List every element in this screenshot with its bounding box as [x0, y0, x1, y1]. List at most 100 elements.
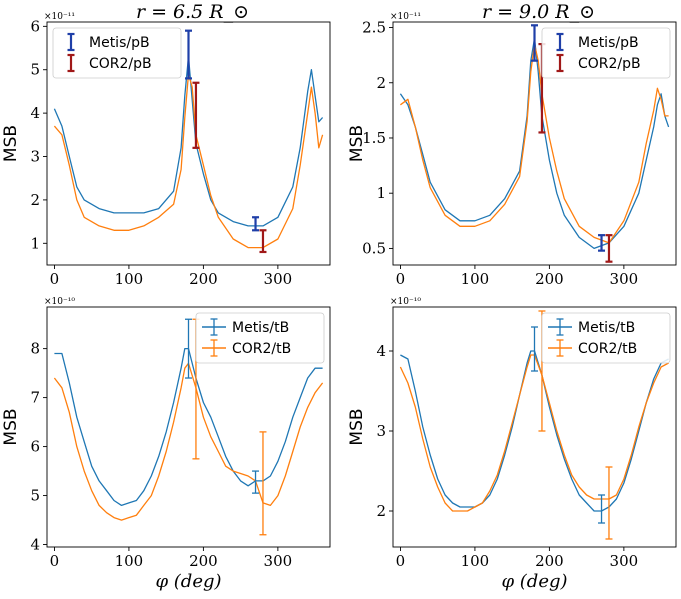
y-tick-label: 1 — [30, 234, 40, 252]
x-tick-label: 200 — [189, 270, 218, 288]
legend-swatch — [202, 318, 226, 336]
x-tick-label: 300 — [610, 270, 639, 288]
y-axis-label: MSB — [1, 125, 21, 162]
x-tick-label: 0 — [50, 270, 60, 288]
x-tick-label: 0 — [396, 552, 406, 570]
axes-frame — [46, 306, 331, 548]
y-tick-label: 7 — [30, 389, 40, 407]
y-tick-label: 3 — [30, 148, 40, 166]
legend-label: COR2/pB — [578, 56, 641, 72]
x-tick-label: 300 — [264, 270, 293, 288]
y-tick-label: 3 — [376, 422, 386, 440]
legend-swatch — [548, 318, 572, 336]
y-tick-label: 2 — [30, 191, 40, 209]
legend-label: Metis/pB — [578, 35, 639, 51]
error-bar — [598, 234, 606, 252]
y-tick-label: 4 — [30, 104, 40, 122]
legend-swatch — [556, 53, 564, 73]
x-tick-label: 300 — [610, 552, 639, 570]
legend-box — [195, 312, 325, 364]
legend-box — [541, 27, 671, 79]
x-tick-label: 200 — [535, 270, 564, 288]
axes-frame — [392, 21, 677, 266]
y-tick-label: 1 — [376, 184, 386, 202]
error-bar — [605, 234, 613, 263]
error-bar — [531, 24, 538, 62]
series-line-metis-pb — [53, 56, 324, 227]
x-tick-label: 200 — [189, 552, 218, 570]
y-tick-label: 0.5 — [362, 239, 386, 257]
legend-label: COR2/pB — [89, 56, 152, 72]
error-bar — [252, 216, 260, 232]
scale-label: ×10⁻¹⁰ — [390, 297, 421, 307]
y-tick-label: 5 — [30, 61, 40, 79]
legend-swatch — [202, 339, 226, 357]
legend-box — [541, 312, 671, 364]
scale-label: ×10⁻¹¹ — [390, 12, 421, 22]
x-tick-label: 100 — [461, 552, 490, 570]
error-bar — [598, 494, 606, 524]
error-bar — [185, 29, 192, 80]
x-axis-label: φ (deg) — [501, 571, 567, 592]
legend-label: Metis/tB — [578, 320, 635, 336]
error-bar — [192, 81, 200, 149]
panel-3: 0 100 200 300 4 5 6 7 8 ×10⁻¹⁰ MSB φ (deg) Metis/tB C… — [1, 297, 331, 592]
y-tick-label: 6 — [30, 438, 40, 456]
error-bar — [605, 466, 613, 540]
panel-2: 0 100 200 300 0.5 1 1.5 2 2.5 ×10⁻¹¹ MSB r = 9.0 R_… — [347, 1, 677, 288]
legend: Metis/pB COR2/pB — [52, 27, 182, 79]
series-line-metis-tb — [54, 347, 323, 507]
legend: Metis/tB COR2/tB — [195, 312, 325, 364]
axes-frame — [392, 306, 677, 548]
legend-label: Metis/pB — [89, 35, 150, 51]
panel-title: r = 9.0 R_⊙ — [482, 1, 595, 23]
y-axis-label: MSB — [1, 408, 21, 445]
error-bar — [252, 470, 260, 494]
series-line-cor2-pb — [400, 43, 669, 244]
x-tick-label: 100 — [461, 270, 490, 288]
x-tick-label: 0 — [50, 552, 60, 570]
y-axis-label: MSB — [347, 125, 367, 162]
y-tick-label: 2 — [376, 502, 386, 520]
legend-box — [52, 27, 182, 79]
error-bar — [259, 229, 267, 254]
scale-label: ×10⁻¹¹ — [44, 12, 75, 22]
series-line-cor2-tb — [399, 354, 669, 512]
legend-swatch — [548, 339, 572, 357]
legend-label: Metis/tB — [232, 320, 289, 336]
x-tick-label: 300 — [264, 552, 293, 570]
legend-label: COR2/tB — [578, 341, 637, 357]
panel-title: r = 6.5 R_⊙ — [136, 1, 249, 23]
legend-swatch — [556, 32, 564, 52]
legend-swatch — [67, 53, 75, 73]
y-tick-label: 2 — [376, 74, 386, 92]
panel-1: 0 100 200 300 1 2 3 4 5 6 ×10⁻¹¹ MSB r = 6.5 R_⊙ Meti… — [1, 1, 331, 288]
error-bar — [185, 318, 192, 379]
series-line-cor2-pb — [53, 73, 324, 249]
series-line-cor2-tb — [53, 362, 324, 521]
x-tick-label: 100 — [115, 552, 144, 570]
legend-swatch — [67, 32, 75, 52]
scale-label: ×10⁻¹⁰ — [44, 297, 75, 307]
y-tick-label: 5 — [30, 487, 40, 505]
y-axis-label: MSB — [347, 408, 367, 445]
legend: Metis/tB COR2/tB — [541, 312, 671, 364]
legend: Metis/pB COR2/pB — [541, 27, 671, 79]
panel-4: 0 100 200 300 2 3 4 ×10⁻¹⁰ MSB φ (deg) Metis/tB COR… — [347, 297, 677, 592]
y-tick-label: 2.5 — [362, 19, 386, 37]
legend-label: COR2/tB — [232, 341, 291, 357]
series-line-metis-pb — [399, 37, 670, 250]
y-tick-label: 4 — [376, 342, 386, 360]
x-tick-label: 100 — [115, 270, 144, 288]
error-bar — [531, 326, 538, 372]
x-tick-label: 0 — [396, 270, 406, 288]
axes-frame — [46, 21, 331, 266]
x-tick-label: 200 — [535, 552, 564, 570]
y-tick-label: 1.5 — [362, 129, 386, 147]
y-tick-label: 8 — [30, 340, 40, 358]
series-line-metis-tb — [400, 350, 669, 512]
x-axis-label: φ (deg) — [155, 571, 221, 592]
error-bar — [259, 431, 267, 536]
y-tick-label: 6 — [30, 17, 40, 35]
